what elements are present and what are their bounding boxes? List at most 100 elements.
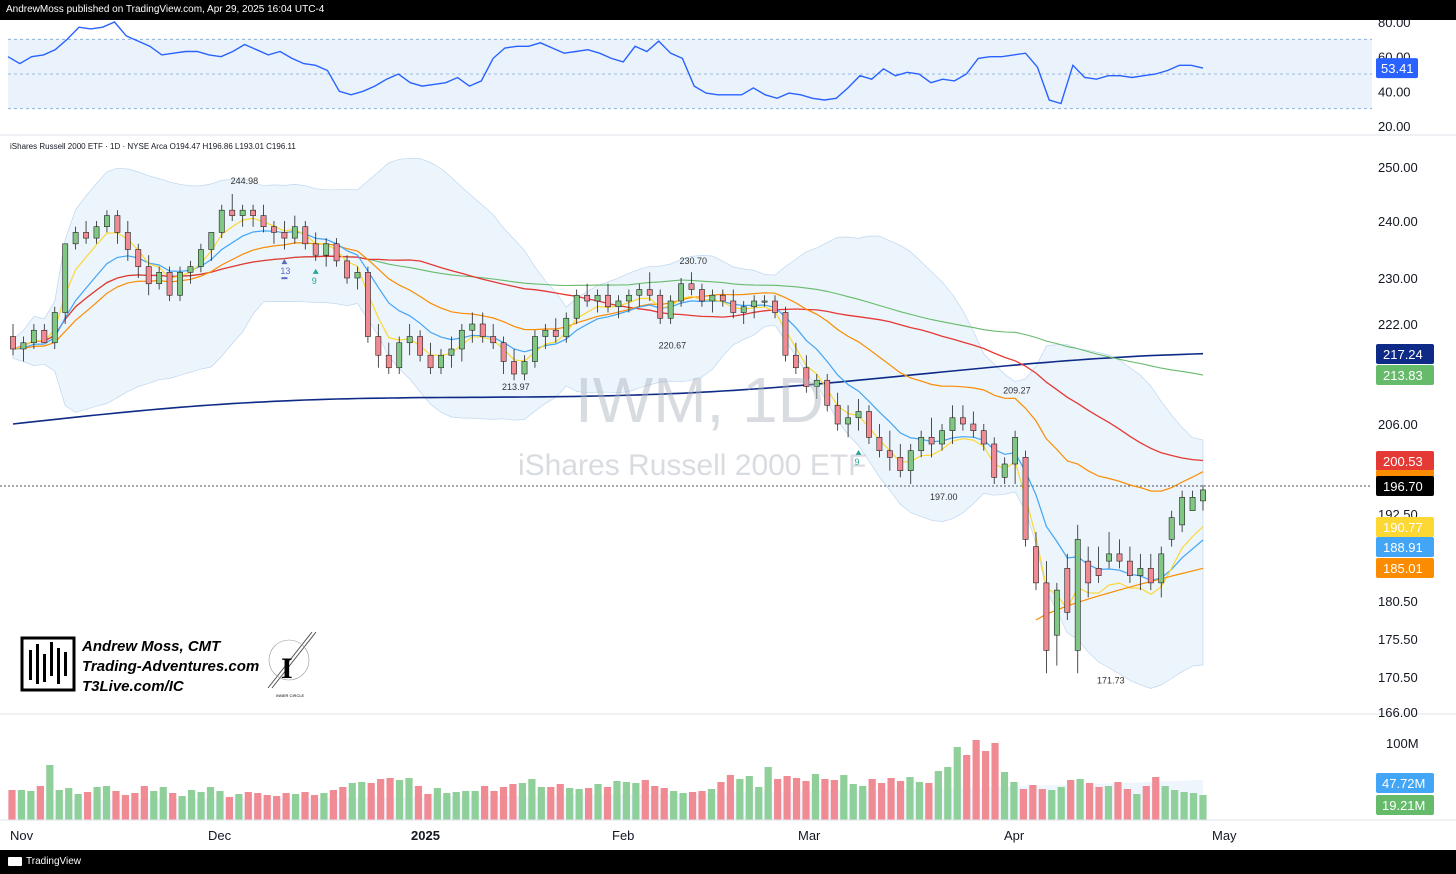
candle[interactable] bbox=[250, 204, 256, 227]
candle[interactable] bbox=[552, 318, 559, 343]
candle[interactable] bbox=[949, 405, 956, 444]
volume-bar[interactable] bbox=[1152, 777, 1160, 820]
candle[interactable] bbox=[751, 295, 758, 319]
candle[interactable] bbox=[803, 355, 810, 393]
volume-bar[interactable] bbox=[1048, 790, 1056, 820]
candle[interactable] bbox=[93, 221, 100, 244]
candle[interactable] bbox=[30, 324, 37, 349]
volume-bar[interactable] bbox=[556, 784, 564, 820]
volume-bar[interactable] bbox=[84, 792, 92, 820]
candle[interactable] bbox=[333, 238, 340, 267]
volume-bar[interactable] bbox=[414, 786, 423, 820]
candle[interactable] bbox=[344, 255, 350, 284]
candle[interactable] bbox=[646, 272, 653, 301]
volume-bar[interactable] bbox=[698, 791, 706, 820]
volume-bar[interactable] bbox=[774, 779, 782, 820]
candle[interactable] bbox=[260, 204, 267, 233]
volume-bar[interactable] bbox=[1180, 792, 1188, 820]
candle[interactable] bbox=[782, 306, 789, 362]
volume-bar[interactable] bbox=[840, 775, 848, 820]
volume-bar[interactable] bbox=[55, 790, 63, 820]
volume-bar[interactable] bbox=[462, 791, 470, 820]
candle[interactable] bbox=[542, 324, 549, 349]
volume-bar[interactable] bbox=[471, 791, 479, 820]
volume-bar[interactable] bbox=[1010, 782, 1018, 820]
candle[interactable] bbox=[845, 405, 851, 438]
volume-bar[interactable] bbox=[225, 797, 234, 820]
candle[interactable] bbox=[1012, 430, 1019, 484]
candle[interactable] bbox=[1116, 539, 1123, 569]
candle[interactable] bbox=[719, 289, 726, 307]
volume-bar[interactable] bbox=[27, 791, 35, 820]
volume-bar[interactable] bbox=[1114, 782, 1122, 820]
volume-bar[interactable] bbox=[688, 792, 697, 820]
candle[interactable] bbox=[1106, 532, 1112, 569]
volume-bar[interactable] bbox=[263, 795, 271, 820]
volume-bar[interactable] bbox=[206, 787, 215, 820]
candle[interactable] bbox=[1085, 546, 1092, 598]
volume-bar[interactable] bbox=[1133, 794, 1141, 820]
candle[interactable] bbox=[448, 336, 455, 368]
volume-bar[interactable] bbox=[244, 792, 252, 820]
volume-bar[interactable] bbox=[991, 743, 999, 820]
candle[interactable] bbox=[1137, 553, 1144, 591]
candle[interactable] bbox=[970, 411, 977, 438]
candle[interactable] bbox=[83, 221, 89, 244]
candle[interactable] bbox=[667, 295, 674, 324]
candle[interactable] bbox=[177, 266, 183, 301]
volume-bar[interactable] bbox=[1199, 795, 1207, 820]
indicator-line-sma200[interactable] bbox=[12, 352, 1204, 425]
volume-bar[interactable] bbox=[707, 789, 716, 820]
candle[interactable] bbox=[657, 289, 664, 325]
volume-bar[interactable] bbox=[1076, 779, 1084, 820]
candle[interactable] bbox=[991, 437, 998, 484]
candle[interactable] bbox=[866, 405, 872, 444]
candle[interactable] bbox=[427, 342, 434, 374]
volume-bar[interactable] bbox=[859, 786, 867, 820]
candle[interactable] bbox=[907, 444, 914, 484]
volume-bar[interactable] bbox=[594, 784, 602, 820]
candle[interactable] bbox=[886, 430, 893, 471]
candle[interactable] bbox=[354, 266, 361, 290]
volume-bar[interactable] bbox=[377, 779, 385, 820]
volume-bar[interactable] bbox=[178, 796, 186, 820]
volume-bar[interactable] bbox=[358, 782, 366, 820]
candle[interactable] bbox=[271, 221, 277, 244]
volume-bar[interactable] bbox=[1123, 789, 1131, 820]
volume-bar[interactable] bbox=[443, 793, 451, 820]
volume-bar[interactable] bbox=[660, 788, 668, 820]
volume-bar[interactable] bbox=[235, 794, 243, 820]
volume-bar[interactable] bbox=[433, 788, 441, 820]
volume-bar[interactable] bbox=[641, 780, 649, 820]
volume-bar[interactable] bbox=[509, 784, 517, 820]
candle[interactable] bbox=[709, 289, 716, 313]
volume-bar[interactable] bbox=[301, 792, 309, 820]
candle[interactable] bbox=[584, 283, 591, 307]
candle[interactable] bbox=[792, 342, 799, 374]
volume-bar[interactable] bbox=[603, 787, 612, 820]
candle[interactable] bbox=[281, 221, 288, 250]
volume-bar[interactable] bbox=[216, 791, 224, 820]
candle[interactable] bbox=[114, 210, 121, 244]
volume-bar[interactable] bbox=[868, 779, 876, 820]
volume-bar[interactable] bbox=[1057, 787, 1065, 820]
candle[interactable] bbox=[72, 226, 79, 250]
volume-bar[interactable] bbox=[915, 782, 924, 820]
volume-bar[interactable] bbox=[622, 782, 631, 820]
volume-bar[interactable] bbox=[1019, 789, 1028, 820]
volume-bar[interactable] bbox=[1085, 783, 1094, 820]
candle[interactable] bbox=[187, 260, 194, 284]
candle[interactable] bbox=[1033, 532, 1039, 591]
volume-bar[interactable] bbox=[575, 789, 583, 820]
volume-bar[interactable] bbox=[310, 795, 319, 820]
candle[interactable] bbox=[740, 301, 747, 324]
candle[interactable] bbox=[124, 221, 131, 261]
volume-bar[interactable] bbox=[197, 792, 205, 820]
candle[interactable] bbox=[197, 243, 204, 273]
volume-bar[interactable] bbox=[329, 790, 337, 820]
candle[interactable] bbox=[615, 295, 622, 319]
candle[interactable] bbox=[678, 278, 684, 307]
volume-bar[interactable] bbox=[1161, 786, 1169, 820]
candle[interactable] bbox=[594, 289, 601, 313]
candle[interactable] bbox=[135, 243, 142, 278]
